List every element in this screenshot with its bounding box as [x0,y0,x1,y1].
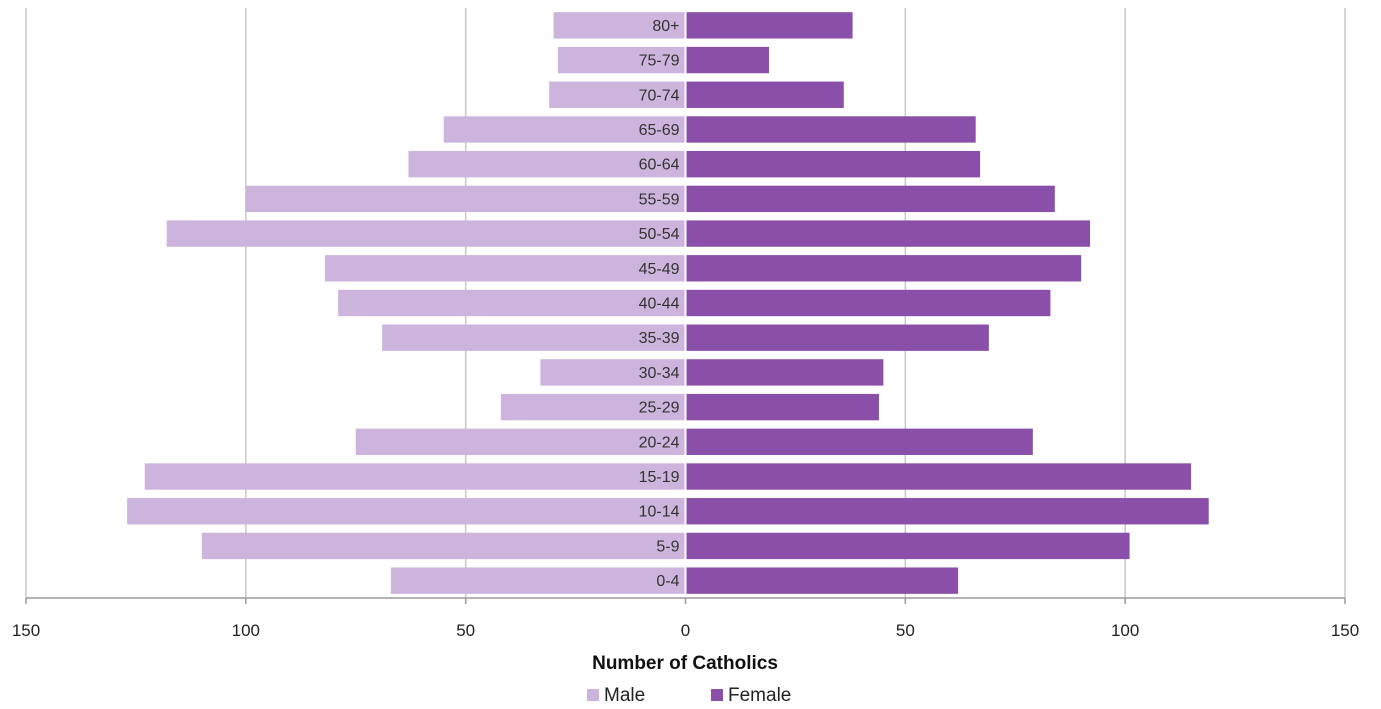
bar-male-80+ [553,12,686,39]
category-label: 10-14 [639,504,680,521]
category-label: 20-24 [639,434,680,451]
legend-label-male: Male [604,685,645,706]
category-label: 45-49 [639,261,680,278]
bar-female-80+ [685,12,853,39]
legend-swatch-male [587,689,599,701]
legend: Male Female [587,685,791,706]
category-label: 0-4 [656,573,679,590]
bar-male-35-39 [382,324,686,351]
category-label: 75-79 [639,53,680,70]
x-tick-label: 150 [1331,621,1359,640]
legend-label-female: Female [728,685,791,706]
category-label: 25-29 [639,400,680,417]
bar-female-0-4 [685,567,959,594]
category-label: 55-59 [639,191,680,208]
bar-male-60-64 [408,150,686,178]
category-label: 70-74 [639,87,680,104]
x-axis-title: Number of Catholics [592,653,778,674]
category-label: 80+ [652,18,679,35]
bar-male-45-49 [324,255,686,282]
bar-female-10-14 [685,498,1209,525]
bar-male-0-4 [390,567,686,594]
x-axis: 150 100 50 0 50 100 150 [12,597,1359,640]
category-label: 5-9 [656,538,679,555]
x-tick-label: 50 [896,621,915,640]
bar-female-60-64 [685,150,981,178]
bar-male-40-44 [338,289,686,317]
bar-female-45-49 [685,255,1082,282]
bar-female-70-74 [685,81,844,108]
bar-female-50-54 [685,220,1090,247]
category-label: 15-19 [639,469,680,486]
bar-female-20-24 [685,428,1033,456]
bar-female-40-44 [685,289,1051,317]
category-label: 30-34 [639,365,680,382]
category-label: 50-54 [639,226,680,243]
x-tick-label: 100 [232,621,260,640]
x-tick-label: 0 [681,621,690,640]
bar-female-30-34 [685,359,884,386]
x-tick-label: 50 [456,621,475,640]
bars: 0-4 5-9 10-14 15-19 20-24 25-29 30-34 35-39 40-4… [127,8,1209,598]
category-label: 40-44 [639,296,680,313]
bar-male-5-9 [201,532,686,560]
bar-male-65-69 [443,116,686,143]
bar-male-75-79 [557,46,686,74]
bar-female-5-9 [685,532,1130,560]
legend-swatch-female [711,689,723,701]
bar-male-30-34 [540,359,686,386]
x-tick-label: 100 [1111,621,1139,640]
bar-female-55-59 [685,185,1055,213]
category-label: 65-69 [639,122,680,139]
bar-male-70-74 [549,81,686,108]
bar-female-65-69 [685,116,976,143]
bar-male-20-24 [355,428,686,456]
bar-male-55-59 [245,185,686,213]
bar-female-35-39 [685,324,989,351]
x-tick-label: 150 [12,621,40,640]
bar-male-10-14 [127,498,686,525]
bar-male-25-29 [500,393,686,421]
bar-female-25-29 [685,393,879,421]
bar-male-50-54 [166,220,686,247]
bar-female-15-19 [685,463,1192,490]
bar-male-15-19 [144,463,686,490]
bar-female-75-79 [685,46,770,74]
category-label: 60-64 [639,157,680,174]
category-label: 35-39 [639,330,680,347]
